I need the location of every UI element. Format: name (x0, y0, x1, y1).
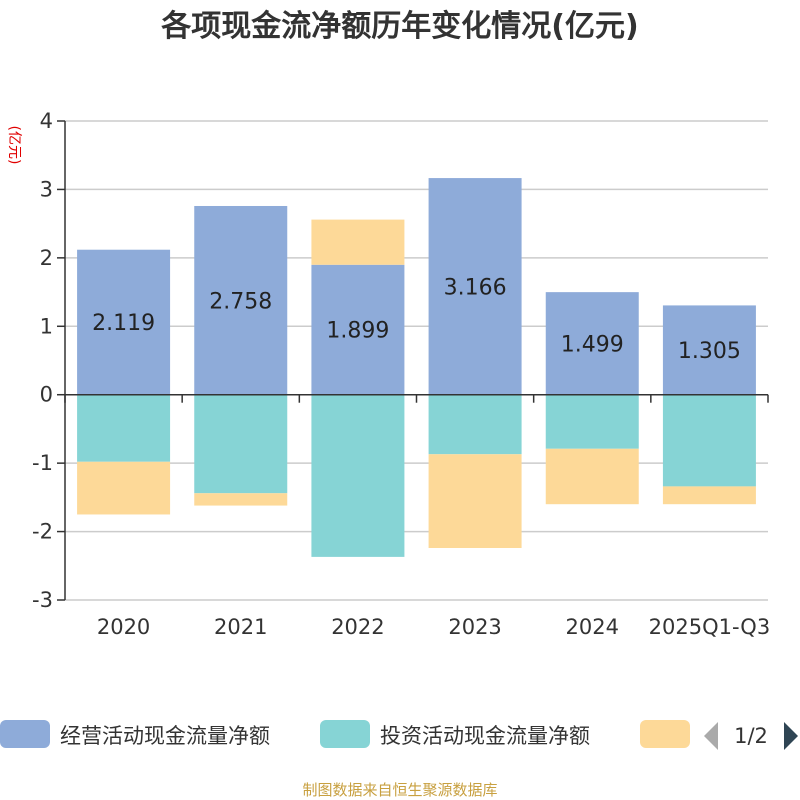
bar-label-2: 1.899 (326, 319, 389, 344)
legend: 经营活动现金流量净额 投资活动现金流量净额 (0, 720, 690, 748)
bar-label-5: 1.305 (678, 339, 741, 364)
bar-1-1 (194, 394, 288, 494)
bar-2-2 (311, 219, 405, 265)
bar-label-0: 2.119 (92, 311, 155, 336)
bar-1-4 (545, 394, 639, 449)
y-tick-label-6: 3 (40, 177, 53, 201)
y-tick-label-5: 2 (40, 246, 53, 270)
bar-0-4 (545, 292, 639, 395)
bar-0-1 (194, 205, 288, 395)
y-tick-label-2: -1 (32, 451, 53, 475)
bar-label-4: 1.499 (561, 332, 624, 357)
x-tick-label-3: 2023 (448, 615, 501, 639)
y-tick-label-7: 4 (40, 109, 53, 133)
bar-label-1: 2.758 (209, 289, 272, 314)
legend-pager: 1/2 (704, 722, 798, 750)
y-axis-label: (亿元) (6, 126, 22, 165)
y-tick-label-1: -2 (32, 520, 53, 544)
x-tick-label-2: 2022 (331, 615, 384, 639)
next-page-icon[interactable] (784, 722, 798, 750)
bar-labels: 2.119 2.758 1.899 3.166 1.499 1.305 (92, 275, 741, 364)
legend-swatch-2 (640, 720, 690, 748)
bar-0-5 (662, 305, 756, 395)
y-tick-label-4: 1 (40, 314, 53, 338)
bar-1-5 (662, 394, 756, 487)
bar-0-3 (428, 178, 522, 395)
legend-page-indicator: 1/2 (734, 724, 768, 748)
x-tick-label-4: 2024 (566, 615, 619, 639)
legend-label-1: 投资活动现金流量净额 (380, 724, 590, 748)
source-note: 制图数据来自恒生聚源数据库 (302, 781, 497, 799)
legend-label-0: 经营活动现金流量净额 (60, 724, 270, 748)
legend-swatch-1 (320, 720, 370, 748)
bar-2-4 (545, 448, 639, 505)
grid-lines (65, 120, 768, 601)
x-tick-label-0: 2020 (97, 615, 150, 639)
bar-1-0 (77, 394, 171, 462)
y-tick-label-0: -3 (32, 588, 53, 612)
x-tick-label-5: 2025Q1-Q3 (649, 615, 771, 639)
bar-label-3: 3.166 (444, 275, 507, 300)
bar-2-0 (77, 461, 171, 515)
bar-2-1 (194, 493, 288, 506)
y-tick-label-3: 0 (40, 383, 53, 407)
bar-0-2 (311, 264, 405, 395)
axes: -3 -2 -1 0 1 2 3 4 2020 2021 2022 2023 2024 2025Q1-Q3 (32, 109, 770, 639)
legend-swatch-0 (0, 720, 50, 748)
prev-page-icon[interactable] (704, 722, 718, 750)
bars (77, 178, 756, 557)
x-tick-label-1: 2021 (214, 615, 267, 639)
chart-title: 各项现金流净额历年变化情况(亿元) (160, 9, 638, 44)
bar-2-3 (428, 454, 522, 548)
bar-0-0 (77, 249, 171, 395)
bar-2-5 (662, 486, 756, 505)
bar-1-3 (428, 394, 522, 455)
bar-1-2 (311, 394, 405, 557)
